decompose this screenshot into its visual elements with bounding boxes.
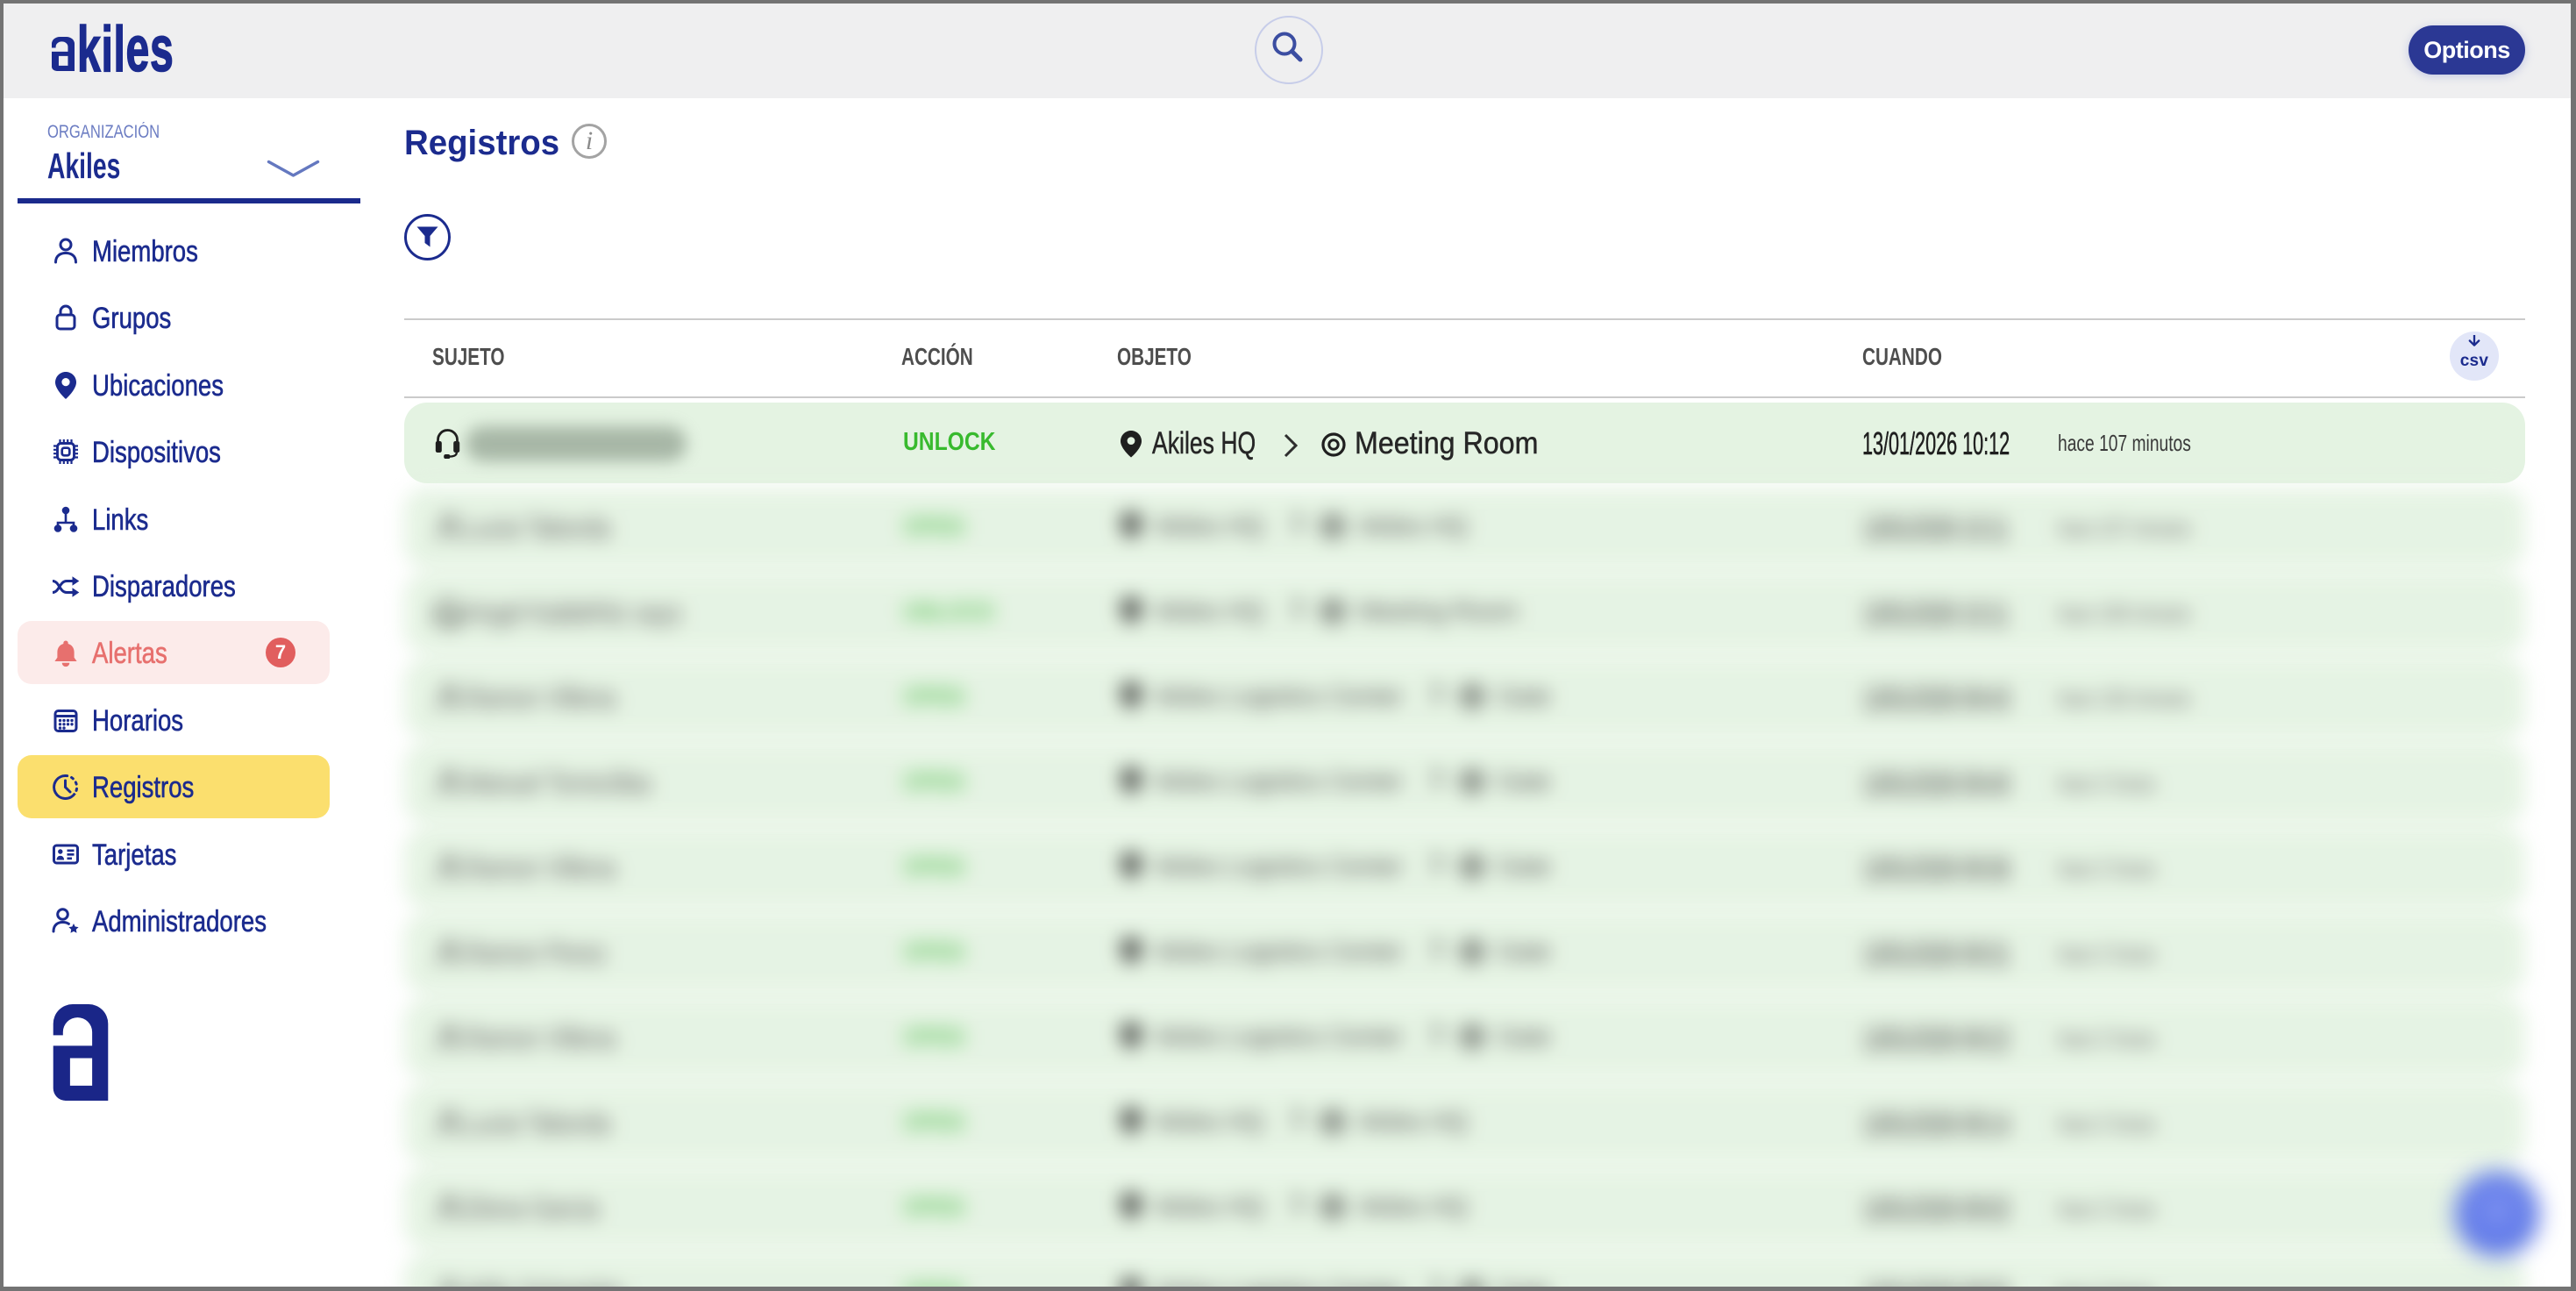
svg-text:kiles: kiles (77, 24, 174, 73)
